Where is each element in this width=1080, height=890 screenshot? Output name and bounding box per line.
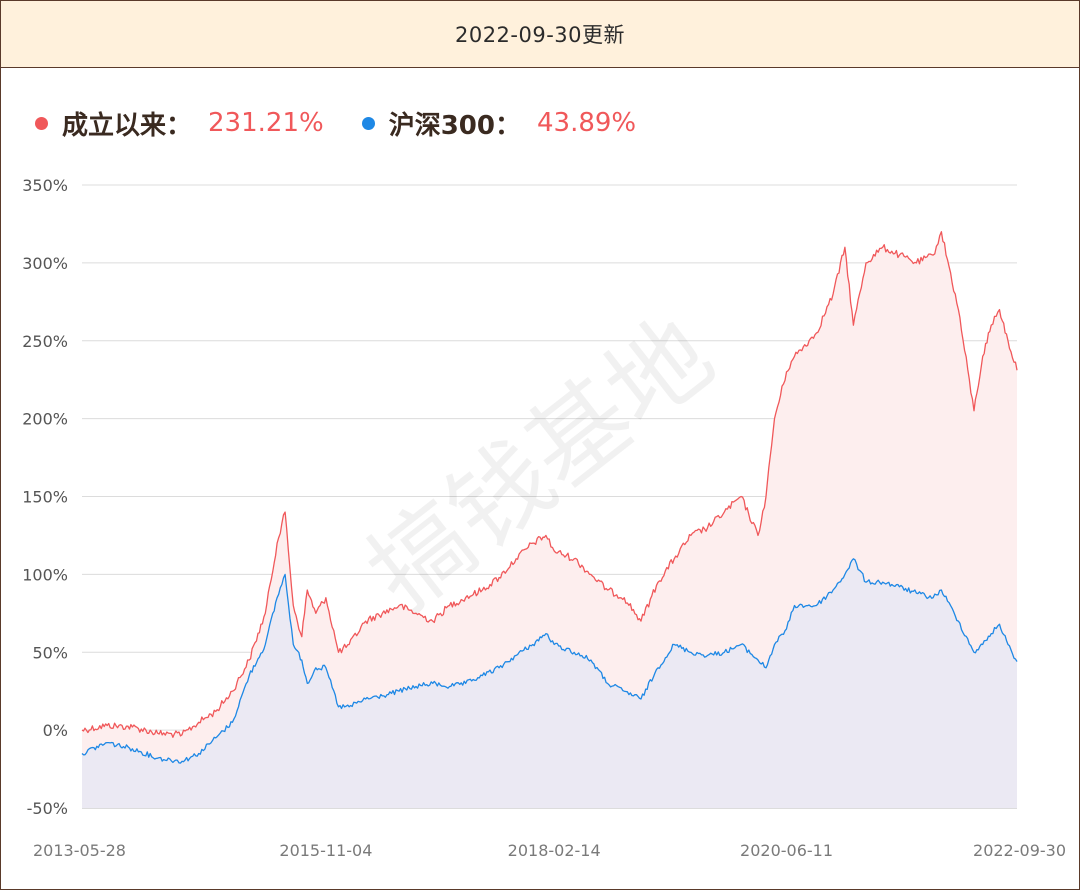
y-tick-label: 50% <box>32 643 68 662</box>
y-tick-label: 250% <box>22 332 68 351</box>
y-tick-label: 150% <box>22 488 68 507</box>
fund-series-line <box>81 231 1018 738</box>
x-tick-label: 2020-06-11 <box>740 841 833 860</box>
series-lines <box>81 231 1018 764</box>
x-tick-label: 2018-02-14 <box>508 841 601 860</box>
series-areas <box>82 231 1017 808</box>
index-area <box>82 558 1017 808</box>
legend-label-index: 沪深300： <box>388 110 521 141</box>
y-tick-label: -50% <box>27 799 68 818</box>
legend-item-index[interactable]: 沪深300： 43.89% <box>361 105 637 142</box>
update-header: 2022-09-30更新 <box>1 1 1079 68</box>
update-date-title: 2022-09-30更新 <box>454 23 626 47</box>
y-tick-label: 300% <box>22 254 68 273</box>
legend-value-index: 43.89% <box>536 108 637 138</box>
x-tick-label: 2015-11-04 <box>279 841 372 860</box>
index-dot-icon <box>361 116 375 130</box>
legend-label-fund: 成立以来： <box>62 110 193 141</box>
y-tick-label: 100% <box>22 565 68 584</box>
index-series-line <box>81 558 1018 764</box>
chart-legend: 成立以来： 231.21% 沪深300： 43.89% <box>35 101 674 145</box>
legend-item-fund[interactable]: 成立以来： 231.21% <box>35 105 324 142</box>
x-tick-label: 2013-05-28 <box>33 841 126 860</box>
y-tick-label: 200% <box>22 410 68 429</box>
x-tick-label: 2022-09-30 <box>973 841 1066 860</box>
fund-dot-icon <box>35 116 48 130</box>
legend-value-fund: 231.21% <box>208 108 324 138</box>
y-axis-ticks: 350% 300% 250% 200% 150% 100% 50% 0% -50% <box>22 176 68 818</box>
x-axis-ticks: 2013-05-28 2015-11-04 2018-02-14 2020-06-11… <box>33 841 1066 860</box>
y-tick-label: 0% <box>43 721 68 740</box>
y-tick-label: 350% <box>22 176 68 195</box>
